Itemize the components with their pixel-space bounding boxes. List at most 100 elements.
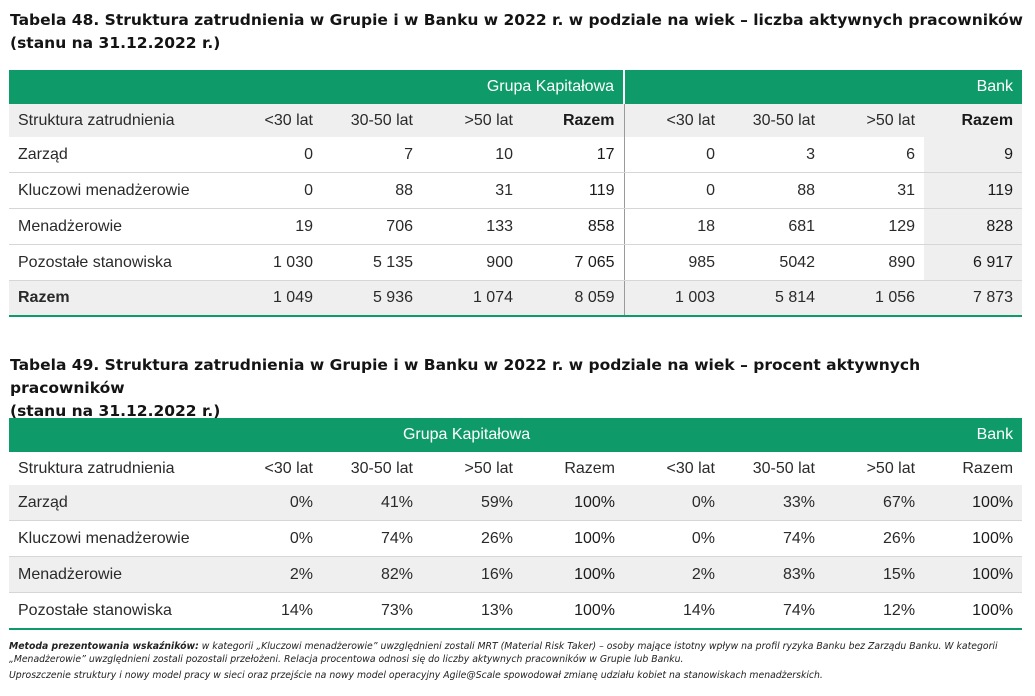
cell: 88: [322, 172, 422, 209]
cell: 3: [724, 137, 825, 173]
cell: 16%: [422, 556, 522, 593]
table48-group-header: Grupa Kapitałowa: [9, 70, 626, 104]
cell: 681: [724, 208, 825, 245]
column-header: Razem: [924, 104, 1023, 137]
table49-group-header: Grupa Kapitałowa: [9, 418, 925, 452]
cell: 900: [422, 244, 522, 281]
cell: 14%: [239, 592, 322, 630]
table-row: Menadżerowie 19 706 133 858 18 681 129 8…: [9, 208, 1023, 245]
column-header: <30 lat: [624, 452, 724, 485]
column-header: Razem: [522, 452, 624, 485]
cell: 1 056: [824, 280, 925, 317]
cell: 100%: [522, 556, 624, 593]
table48-column-header-row: Struktura zatrudnienia <30 lat 30-50 lat…: [9, 104, 1023, 137]
table49-bank-header: Bank: [924, 418, 1023, 452]
method-note-label: Metoda prezentowania wskaźników:: [9, 641, 199, 652]
cell: 119: [522, 172, 625, 209]
column-header: >50 lat: [824, 104, 925, 137]
cell: 7 873: [924, 280, 1023, 317]
cell: 67%: [824, 485, 925, 521]
cell: 5 936: [322, 280, 422, 317]
column-header: 30-50 lat: [724, 452, 824, 485]
simplification-note: Uproszczenie struktury i nowy model prac…: [9, 670, 823, 681]
column-header: 30-50 lat: [322, 452, 422, 485]
table48-title-line1: Tabela 48. Struktura zatrudnienia w Grup…: [10, 11, 1023, 29]
cell: 0%: [624, 485, 724, 521]
cell: 74%: [724, 520, 824, 557]
cell: 18: [624, 208, 725, 245]
cell: 100%: [522, 592, 624, 630]
row-label: Pozostałe stanowiska: [9, 592, 239, 630]
table49: Grupa Kapitałowa Bank Struktura zatrudni…: [9, 418, 1023, 630]
cell: 100%: [924, 485, 1023, 521]
cell: 31: [422, 172, 522, 209]
column-header: 30-50 lat: [724, 104, 825, 137]
cell: 17: [522, 137, 625, 173]
cell: 31: [824, 172, 925, 209]
cell: 133: [422, 208, 522, 245]
cell: 14%: [624, 592, 724, 630]
table-row: Kluczowi menadżerowie 0 88 31 119 0 88 3…: [9, 172, 1023, 209]
table48-bank-header: Bank: [624, 70, 1023, 104]
cell: 706: [322, 208, 422, 245]
cell: 985: [624, 244, 725, 281]
table-row: Pozostałe stanowiska 14% 73% 13% 100% 14…: [9, 592, 1023, 630]
cell: 5 135: [322, 244, 422, 281]
row-label: Menadżerowie: [9, 556, 239, 593]
cell: 890: [824, 244, 925, 281]
column-header: <30 lat: [624, 104, 725, 137]
cell: 1 074: [422, 280, 522, 317]
column-header: >50 lat: [422, 452, 522, 485]
column-header: <30 lat: [239, 452, 322, 485]
cell: 9: [924, 137, 1023, 173]
cell: 100%: [924, 556, 1023, 593]
cell: 100%: [522, 485, 624, 521]
cell: 0: [624, 172, 725, 209]
cell: 828: [924, 208, 1023, 245]
cell: 100%: [522, 520, 624, 557]
table49-title: Tabela 49. Struktura zatrudnienia w Grup…: [10, 354, 1030, 423]
cell: 2%: [624, 556, 724, 593]
column-header: Struktura zatrudnienia: [9, 104, 239, 137]
cell: 100%: [924, 520, 1023, 557]
table48-total-row: Razem 1 049 5 936 1 074 8 059 1 003 5 81…: [9, 280, 1023, 317]
cell: 12%: [824, 592, 925, 630]
cell: 1 049: [239, 280, 322, 317]
cell: 6 917: [924, 244, 1023, 281]
cell: 13%: [422, 592, 522, 630]
cell: 83%: [724, 556, 824, 593]
column-header: Razem: [522, 104, 625, 137]
cell: 1 030: [239, 244, 322, 281]
column-header: 30-50 lat: [322, 104, 422, 137]
cell: 5042: [724, 244, 825, 281]
cell: 0%: [239, 485, 322, 521]
cell: 15%: [824, 556, 925, 593]
table48-group-header-row: Grupa Kapitałowa Bank: [9, 70, 1023, 104]
cell: 100%: [924, 592, 1023, 630]
cell: 858: [522, 208, 625, 245]
table49-group-header-row: Grupa Kapitałowa Bank: [9, 418, 1023, 452]
table48-title: Tabela 48. Struktura zatrudnienia w Grup…: [10, 9, 1030, 55]
table-row: Zarząd 0% 41% 59% 100% 0% 33% 67% 100%: [9, 485, 1023, 521]
cell: 19: [239, 208, 322, 245]
row-label: Pozostałe stanowiska: [9, 244, 239, 281]
table49-column-header-row: Struktura zatrudnienia <30 lat 30-50 lat…: [9, 452, 1023, 485]
table49-title-line1: Tabela 49. Struktura zatrudnienia w Grup…: [10, 356, 921, 397]
cell: 1 003: [624, 280, 725, 317]
cell: 59%: [422, 485, 522, 521]
row-label: Razem: [9, 280, 239, 317]
cell: 26%: [422, 520, 522, 557]
row-label: Zarząd: [9, 137, 239, 173]
cell: 129: [824, 208, 925, 245]
table-row: Kluczowi menadżerowie 0% 74% 26% 100% 0%…: [9, 520, 1023, 557]
cell: 0: [239, 172, 322, 209]
table49-title-line2: (stanu na 31.12.2022 r.): [10, 402, 221, 420]
column-header: Razem: [924, 452, 1023, 485]
cell: 41%: [322, 485, 422, 521]
cell: 5 814: [724, 280, 825, 317]
row-label: Kluczowi menadżerowie: [9, 520, 239, 557]
cell: 7: [322, 137, 422, 173]
row-label: Menadżerowie: [9, 208, 239, 245]
cell: 0%: [239, 520, 322, 557]
cell: 0%: [624, 520, 724, 557]
